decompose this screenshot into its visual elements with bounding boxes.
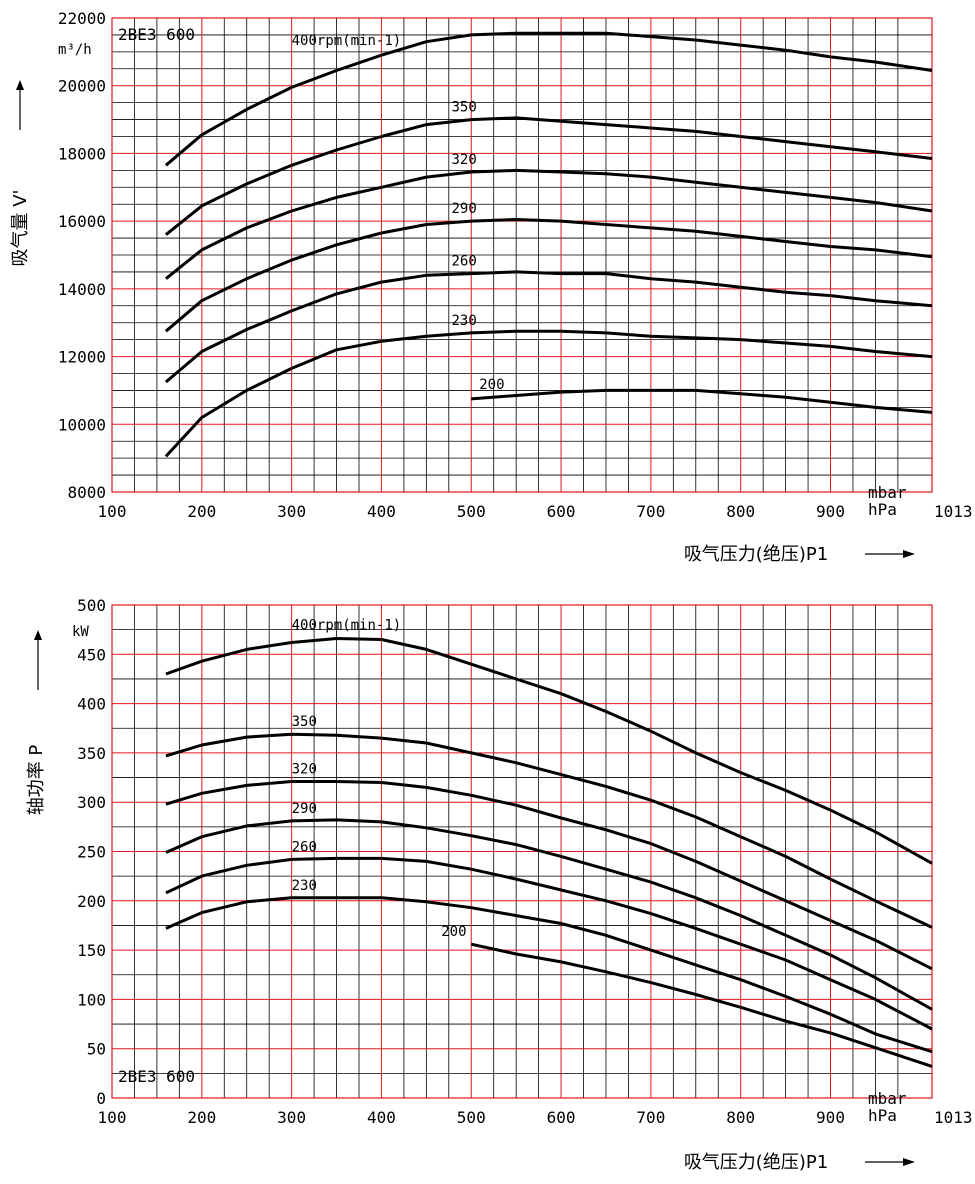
- series-label: 320: [292, 761, 317, 777]
- y-tick-label: 0: [96, 1089, 106, 1108]
- x-unit-label: mbar: [868, 1089, 907, 1108]
- x-tick-label: 400: [367, 1108, 396, 1127]
- y-tick-label: 16000: [58, 212, 106, 231]
- series-label: 350: [451, 100, 476, 116]
- series-line-2: [164, 168, 933, 280]
- series-label: 290: [451, 201, 476, 217]
- x-tick-label: 100: [98, 502, 127, 521]
- y-axis-arrow-icon: [16, 80, 24, 90]
- series-line-5: [164, 329, 933, 458]
- series-label: 400rpm(min-1): [292, 618, 402, 634]
- x-tick-label: 1013: [934, 502, 973, 521]
- series-line-1: [165, 732, 933, 929]
- x-tick-label: 700: [636, 1108, 665, 1127]
- x-tick-label: 900: [816, 1108, 845, 1127]
- y-tick-label: 20000: [58, 77, 106, 96]
- y-tick-label: 100: [77, 990, 106, 1009]
- series-label: 230: [451, 313, 476, 329]
- series-line-1: [164, 116, 933, 236]
- y-tick-label: 22000: [58, 9, 106, 28]
- x-tick-label: 400: [367, 502, 396, 521]
- series-label: 400rpm(min-1): [292, 33, 402, 49]
- series-line-6: [470, 942, 933, 1068]
- x-tick-label: 200: [187, 1108, 216, 1127]
- series-label: 200: [441, 924, 466, 940]
- series-line-3: [164, 218, 933, 333]
- y-tick-label: 150: [77, 941, 106, 960]
- grid: [111, 17, 933, 493]
- plot-frame: [111, 604, 933, 1099]
- suction-capacity-chart: 8000 10000 12000 14000 16000 18000 20000 22000 1…: [10, 9, 973, 565]
- series-label: 290: [292, 801, 317, 817]
- y-tick-label: 8000: [67, 483, 106, 502]
- grid: [111, 604, 933, 1099]
- y-tick-label: 500: [77, 596, 106, 615]
- series-line-2: [165, 780, 933, 971]
- x-unit-label: hPa: [868, 1106, 897, 1125]
- x-tick-label: 500: [457, 502, 486, 521]
- x-tick-label: 300: [277, 1108, 306, 1127]
- x-axis-title: 吸气压力(绝压)P1: [684, 544, 828, 565]
- x-tick-label: 300: [277, 502, 306, 521]
- y-tick-label: 450: [77, 645, 106, 664]
- series-label: 320: [451, 152, 476, 168]
- y-tick-label: 250: [77, 843, 106, 862]
- series-label: 200: [479, 377, 504, 393]
- y-tick-label: 350: [77, 744, 106, 763]
- series-label: 230: [292, 878, 317, 894]
- model-label: 2BE3 600: [118, 25, 195, 44]
- series-line-0: [165, 637, 933, 865]
- x-unit-label: hPa: [868, 500, 897, 519]
- series-label: 260: [451, 254, 476, 270]
- series-line-0: [164, 31, 933, 167]
- x-tick-label: 900: [816, 502, 845, 521]
- series-line-6: [471, 388, 933, 414]
- y-tick-label: 200: [77, 892, 106, 911]
- y-axis-title: 吸气量 V': [10, 190, 31, 267]
- series-label: 260: [292, 839, 317, 855]
- y-tick-label: 300: [77, 793, 106, 812]
- y-tick-label: 50: [87, 1040, 106, 1059]
- x-unit-label: mbar: [868, 483, 907, 502]
- plot-frame: [111, 17, 933, 493]
- x-axis-title: 吸气压力(绝压)P1: [684, 1152, 828, 1173]
- x-tick-label: 600: [547, 1108, 576, 1127]
- y-tick-label: 12000: [58, 348, 106, 367]
- x-tick-label: 700: [636, 502, 665, 521]
- x-tick-label: 100: [98, 1108, 127, 1127]
- y-unit-label: kW: [72, 624, 89, 640]
- y-unit-label: m³/h: [58, 42, 92, 58]
- series-label: 350: [292, 714, 317, 730]
- series-line-4: [165, 856, 933, 1031]
- y-tick-label: 14000: [58, 280, 106, 299]
- x-axis-arrow-icon: [903, 550, 915, 558]
- y-tick-label: 400: [77, 695, 106, 714]
- x-axis-arrow-icon: [903, 1158, 915, 1166]
- x-tick-label: 600: [547, 502, 576, 521]
- y-tick-label: 18000: [58, 144, 106, 163]
- y-axis-arrow-icon: [34, 630, 42, 640]
- x-tick-label: 1013: [934, 1108, 973, 1127]
- series-line-5: [165, 896, 933, 1054]
- x-tick-label: 800: [726, 1108, 755, 1127]
- y-axis-title: 轴功率 P: [26, 745, 47, 816]
- x-tick-label: 200: [187, 502, 216, 521]
- y-tick-label: 10000: [58, 415, 106, 434]
- shaft-power-chart: 0 50 100 150 200 250 300 350 400 450 500 100 200 300 4…: [26, 596, 973, 1173]
- model-label: 2BE3 600: [118, 1067, 195, 1086]
- series-line-3: [165, 818, 933, 1011]
- x-tick-label: 500: [457, 1108, 486, 1127]
- x-tick-label: 800: [726, 502, 755, 521]
- series-line-4: [164, 270, 933, 384]
